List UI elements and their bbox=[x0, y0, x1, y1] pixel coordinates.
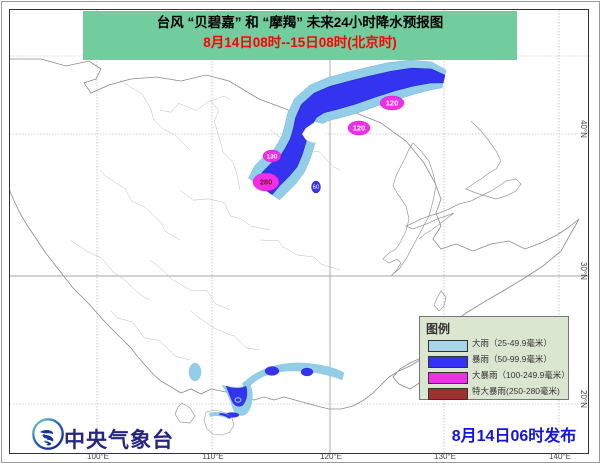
svg-text:60: 60 bbox=[313, 185, 320, 191]
svg-text:120: 120 bbox=[386, 99, 399, 108]
svg-text:130: 130 bbox=[267, 153, 278, 160]
svg-text:120: 120 bbox=[353, 124, 366, 133]
svg-text:280: 280 bbox=[260, 178, 273, 187]
